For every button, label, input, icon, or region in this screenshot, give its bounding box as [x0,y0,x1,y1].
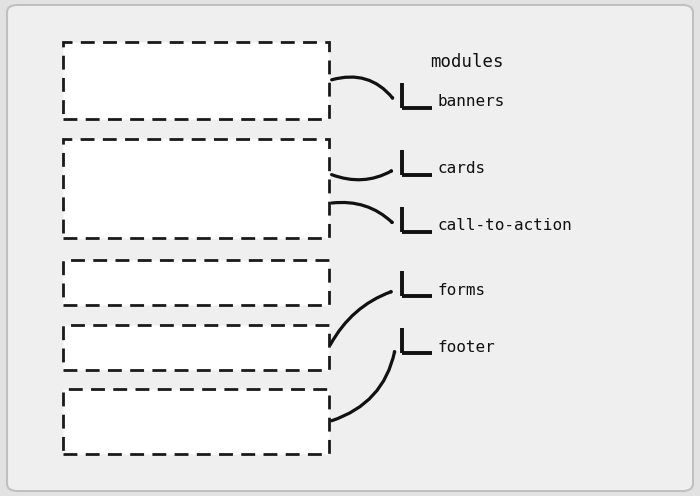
FancyBboxPatch shape [7,5,693,491]
Text: forms: forms [438,283,486,298]
Bar [63,139,329,238]
Bar [63,260,329,305]
Text: call-to-action: call-to-action [438,218,573,233]
Bar [63,325,329,370]
FancyArrowPatch shape [332,77,393,98]
Bar [63,389,329,454]
Text: footer: footer [438,340,496,355]
Text: banners: banners [438,94,505,109]
FancyArrowPatch shape [330,292,391,345]
Bar [63,42,329,119]
Text: modules: modules [430,53,504,71]
FancyArrowPatch shape [332,171,391,180]
FancyArrowPatch shape [332,352,395,421]
FancyArrowPatch shape [332,202,392,223]
Text: cards: cards [438,161,486,176]
